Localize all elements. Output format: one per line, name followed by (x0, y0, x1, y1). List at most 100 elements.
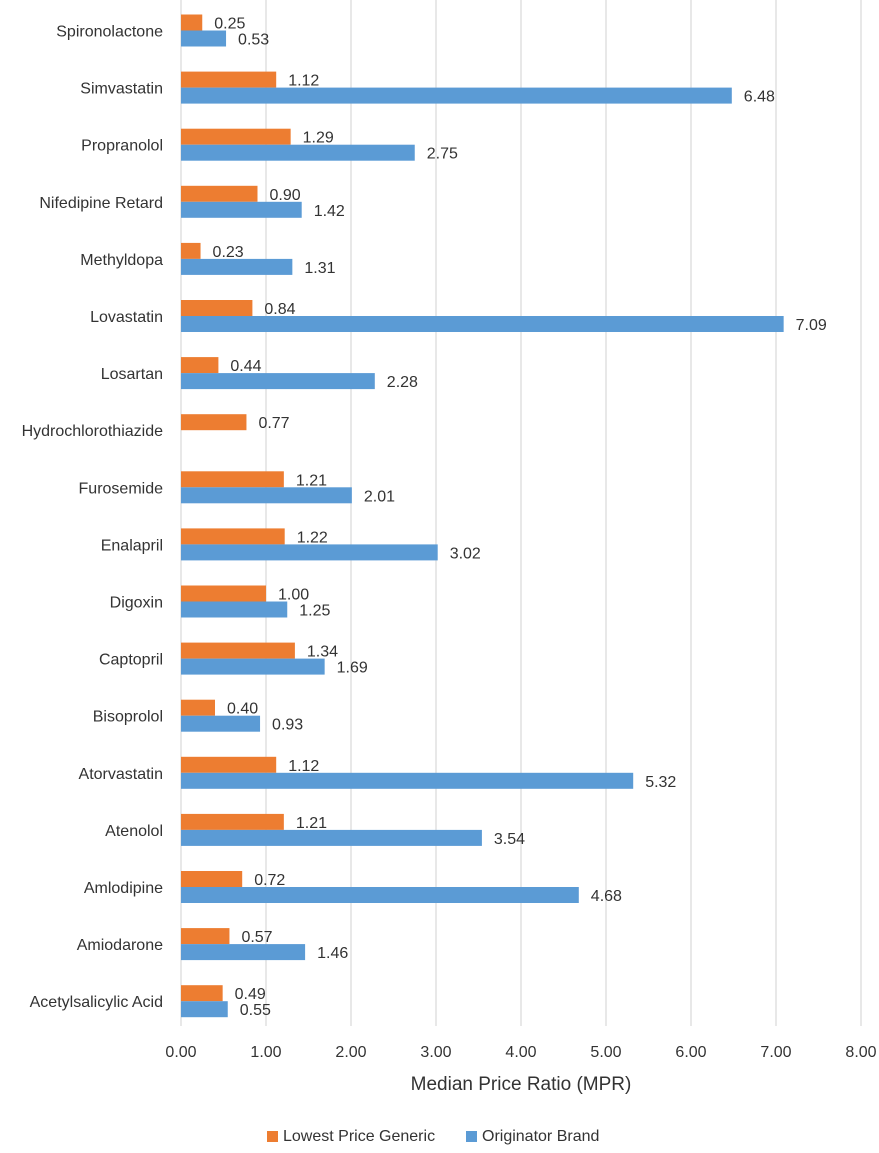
category-label-lovastatin: Lovastatin (90, 309, 163, 326)
bar-originator-brand-lovastatin (181, 316, 784, 332)
data-label-originator-brand-methyldopa: 1.31 (304, 260, 335, 277)
data-label-lowest-price-generic-enalapril: 1.22 (297, 529, 328, 546)
data-label-lowest-price-generic-losartan: 0.44 (230, 358, 261, 375)
bars (181, 14, 784, 1018)
bar-lowest-price-generic-furosemide (181, 471, 284, 488)
x-tick-label: 3.00 (420, 1044, 451, 1061)
bar-originator-brand-amlodipine (181, 887, 579, 903)
data-label-originator-brand-atorvastatin: 5.32 (645, 774, 676, 791)
bar-originator-brand-enalapril (181, 544, 438, 561)
bar-originator-brand-propranolol (181, 144, 415, 161)
data-label-originator-brand-digoxin: 1.25 (299, 603, 330, 620)
category-label-spironolactone: Spironolactone (56, 24, 163, 41)
bar-lowest-price-generic-methyldopa (181, 242, 201, 259)
data-label-lowest-price-generic-spironolactone: 0.25 (214, 16, 245, 33)
category-label-methyldopa: Methyldopa (80, 252, 163, 269)
data-label-originator-brand-lovastatin: 7.09 (796, 317, 827, 334)
bar-lowest-price-generic-spironolactone (181, 14, 203, 31)
bar-originator-brand-spironolactone (181, 30, 227, 47)
category-label-simvastatin: Simvastatin (80, 81, 163, 98)
category-label-nifedipine-retard: Nifedipine Retard (39, 195, 163, 212)
category-label-amlodipine: Amlodipine (84, 880, 163, 897)
bar-lowest-price-generic-bisoprolol (181, 699, 215, 716)
data-label-lowest-price-generic-digoxin: 1.00 (278, 587, 309, 604)
bar-originator-brand-atenolol (181, 829, 482, 846)
bar-originator-brand-simvastatin (181, 87, 732, 104)
data-label-originator-brand-atenolol: 3.54 (494, 831, 525, 848)
bar-lowest-price-generic-lovastatin (181, 300, 253, 316)
data-label-originator-brand-acetylsalicylic-acid: 0.55 (240, 1002, 271, 1019)
data-label-lowest-price-generic-bisoprolol: 0.40 (227, 701, 258, 718)
data-label-lowest-price-generic-acetylsalicylic-acid: 0.49 (235, 986, 266, 1003)
data-label-lowest-price-generic-methyldopa: 0.23 (213, 244, 244, 261)
data-label-originator-brand-bisoprolol: 0.93 (272, 717, 303, 734)
category-label-propranolol: Propranolol (81, 138, 163, 155)
bar-lowest-price-generic-atenolol (181, 813, 284, 830)
legend-label-originator-brand: Originator Brand (482, 1128, 599, 1145)
x-tick-label: 1.00 (250, 1044, 281, 1061)
category-label-amiodarone: Amiodarone (77, 937, 163, 954)
category-label-atorvastatin: Atorvastatin (79, 766, 163, 783)
x-axis-title: Median Price Ratio (MPR) (411, 1074, 632, 1095)
legend-label-lowest-price-generic: Lowest Price Generic (283, 1128, 435, 1145)
legend: Lowest Price Generic Originator Brand (267, 1128, 599, 1145)
data-label-lowest-price-generic-hydrochlorothiazide: 0.77 (258, 415, 289, 432)
bar-originator-brand-acetylsalicylic-acid (181, 1001, 228, 1018)
data-label-originator-brand-losartan: 2.28 (387, 374, 418, 391)
data-label-originator-brand-propranolol: 2.75 (427, 146, 458, 163)
data-label-originator-brand-nifedipine-retard: 1.42 (314, 203, 345, 220)
legend-swatch-originator-brand (466, 1131, 477, 1142)
data-label-originator-brand-simvastatin: 6.48 (744, 89, 775, 106)
x-tick-label: 8.00 (845, 1044, 876, 1061)
category-label-furosemide: Furosemide (79, 480, 164, 497)
data-label-lowest-price-generic-captopril: 1.34 (307, 644, 338, 661)
bar-lowest-price-generic-acetylsalicylic-acid (181, 985, 223, 1002)
category-axis: Spironolactone Simvastatin Propranolol Nife… (22, 24, 164, 1012)
x-tick-label: 5.00 (590, 1044, 621, 1061)
bar-originator-brand-amiodarone (181, 944, 306, 961)
bar-originator-brand-captopril (181, 658, 325, 675)
gridlines (180, 0, 862, 1026)
bar-originator-brand-bisoprolol (181, 715, 261, 732)
x-tick-label: 7.00 (760, 1044, 791, 1061)
value-axis: 0.00 1.00 2.00 3.00 4.00 5.00 6.00 7.00 8.00 (165, 1044, 876, 1061)
bar-lowest-price-generic-simvastatin (181, 71, 277, 88)
bar-lowest-price-generic-propranolol (181, 128, 291, 145)
bar-lowest-price-generic-losartan (181, 357, 219, 374)
category-label-acetylsalicylic-acid: Acetylsalicylic Acid (30, 994, 163, 1011)
data-label-originator-brand-amlodipine: 4.68 (591, 888, 622, 905)
bar-lowest-price-generic-amlodipine (181, 871, 243, 887)
bar-lowest-price-generic-nifedipine-retard (181, 185, 258, 202)
bar-lowest-price-generic-enalapril (181, 528, 285, 545)
bar-originator-brand-nifedipine-retard (181, 201, 302, 218)
data-label-lowest-price-generic-amiodarone: 0.57 (241, 929, 272, 946)
data-label-lowest-price-generic-lovastatin: 0.84 (264, 301, 295, 318)
bar-lowest-price-generic-hydrochlorothiazide (181, 414, 247, 431)
bar-originator-brand-methyldopa (181, 258, 293, 275)
data-label-originator-brand-enalapril: 3.02 (450, 545, 481, 562)
category-label-digoxin: Digoxin (110, 595, 163, 612)
data-label-lowest-price-generic-amlodipine: 0.72 (254, 872, 285, 889)
data-label-lowest-price-generic-simvastatin: 1.12 (288, 73, 319, 90)
data-label-lowest-price-generic-atenolol: 1.21 (296, 815, 327, 832)
data-label-originator-brand-captopril: 1.69 (337, 660, 368, 677)
bar-originator-brand-atorvastatin (181, 772, 634, 789)
x-tick-label: 4.00 (505, 1044, 536, 1061)
bar-originator-brand-digoxin (181, 601, 288, 618)
data-label-originator-brand-spironolactone: 0.53 (238, 32, 269, 49)
category-label-losartan: Losartan (101, 366, 163, 383)
data-label-lowest-price-generic-atorvastatin: 1.12 (288, 758, 319, 775)
bar-lowest-price-generic-amiodarone (181, 928, 230, 945)
x-tick-label: 0.00 (165, 1044, 196, 1061)
category-label-atenolol: Atenolol (105, 823, 163, 840)
x-tick-label: 2.00 (335, 1044, 366, 1061)
category-label-enalapril: Enalapril (101, 537, 163, 554)
bar-lowest-price-generic-captopril (181, 642, 295, 659)
data-label-lowest-price-generic-nifedipine-retard: 0.90 (270, 187, 301, 204)
legend-swatch-lowest-price-generic (267, 1131, 278, 1142)
category-label-captopril: Captopril (99, 652, 163, 669)
category-label-bisoprolol: Bisoprolol (93, 709, 163, 726)
data-label-originator-brand-furosemide: 2.01 (364, 488, 395, 505)
data-label-lowest-price-generic-furosemide: 1.21 (296, 472, 327, 489)
